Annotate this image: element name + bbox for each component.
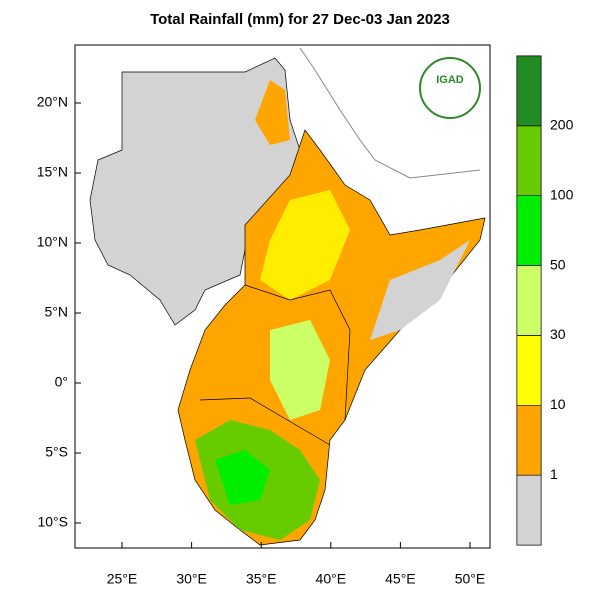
rainfall-30-50 (270, 320, 330, 420)
colorbar-label: 50 (550, 256, 566, 272)
colorbar-label: 10 (550, 396, 566, 412)
y-tick-label: 20°N (37, 94, 68, 110)
y-tick-label: 5°S (45, 444, 68, 460)
colorbar-segment (516, 405, 542, 476)
colorbar-segment (516, 125, 542, 196)
dry-region (370, 240, 470, 340)
y-tick-label: 10°S (37, 514, 68, 530)
colorbar-label: 30 (550, 326, 566, 342)
border (199, 397, 331, 446)
border (244, 284, 351, 421)
colorbar-segment (516, 195, 542, 266)
logo: IGAD (419, 57, 481, 119)
x-tick-label: 45°E (385, 571, 416, 587)
map-title: Total Rainfall (mm) for 27 Dec-03 Jan 20… (150, 11, 450, 28)
colorbar-segment (516, 55, 542, 127)
sudan-region (89, 57, 301, 326)
rainfall-1-10 (255, 80, 290, 145)
y-tick-label: 0° (55, 374, 68, 390)
colorbar-segment (516, 265, 542, 336)
rainfall-100-200 (215, 450, 270, 505)
y-tick-label: 10°N (37, 234, 68, 250)
x-tick-label: 25°E (107, 571, 138, 587)
x-tick-label: 30°E (176, 571, 207, 587)
colorbar-label: 200 (550, 117, 574, 133)
logo-text: IGAD (436, 74, 464, 86)
colorbar-label: 100 (550, 186, 574, 202)
x-tick-label: 40°E (316, 571, 347, 587)
coastline (299, 47, 481, 179)
map-land (89, 47, 486, 546)
colorbar-label: 1 (550, 466, 558, 482)
y-tick-label: 5°N (45, 304, 69, 320)
x-tick-label: 50°E (455, 571, 486, 587)
colorbar-segment (516, 474, 542, 546)
x-tick-label: 35°E (246, 571, 277, 587)
logo-ring (419, 57, 481, 119)
y-tick-label: 15°N (37, 164, 68, 180)
colorbar-segment (516, 335, 542, 406)
rainfall-10-30 (260, 190, 350, 300)
